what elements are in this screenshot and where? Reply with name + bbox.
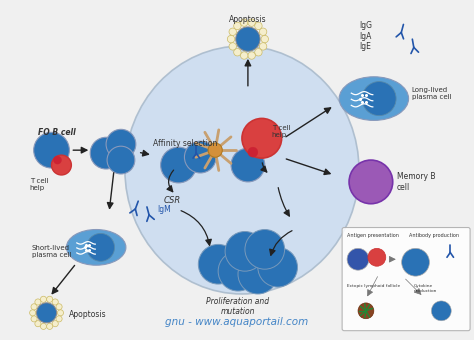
Text: Long-lived
plasma cell: Long-lived plasma cell: [411, 87, 451, 100]
Ellipse shape: [66, 230, 126, 265]
Circle shape: [401, 248, 429, 276]
Text: T cell
help: T cell help: [30, 178, 48, 191]
Circle shape: [184, 141, 216, 173]
Circle shape: [248, 52, 255, 59]
Circle shape: [362, 82, 396, 116]
Text: T cell
help: T cell help: [272, 125, 291, 138]
Circle shape: [240, 52, 248, 59]
Circle shape: [46, 296, 53, 302]
Circle shape: [242, 118, 282, 158]
Circle shape: [347, 248, 369, 270]
Circle shape: [218, 251, 258, 291]
Circle shape: [40, 323, 46, 329]
Circle shape: [248, 19, 255, 26]
Circle shape: [31, 304, 37, 310]
Circle shape: [431, 301, 451, 321]
Circle shape: [90, 137, 122, 169]
Circle shape: [240, 19, 248, 26]
Text: Apoptosis: Apoptosis: [229, 15, 267, 24]
Text: Antibody production: Antibody production: [409, 234, 458, 238]
Text: Apoptosis: Apoptosis: [69, 310, 107, 319]
Circle shape: [46, 323, 53, 329]
Circle shape: [52, 299, 58, 305]
Circle shape: [35, 321, 41, 327]
Circle shape: [261, 35, 268, 43]
Circle shape: [52, 321, 58, 327]
Text: gnu - www.aquaportail.com: gnu - www.aquaportail.com: [165, 317, 309, 327]
Circle shape: [255, 22, 262, 30]
Circle shape: [358, 303, 374, 319]
Circle shape: [106, 129, 136, 159]
Circle shape: [231, 148, 265, 182]
Text: Affinity selection: Affinity selection: [153, 139, 217, 148]
Circle shape: [54, 156, 62, 164]
Circle shape: [31, 316, 37, 322]
Circle shape: [229, 28, 237, 35]
Circle shape: [255, 49, 262, 56]
Circle shape: [258, 248, 298, 287]
Circle shape: [229, 43, 237, 50]
Text: Short-lived
plasma cell: Short-lived plasma cell: [32, 245, 71, 258]
Circle shape: [30, 310, 36, 316]
Circle shape: [107, 146, 135, 174]
Circle shape: [349, 160, 393, 204]
Circle shape: [228, 35, 235, 43]
Circle shape: [35, 299, 41, 305]
Circle shape: [225, 232, 265, 271]
Text: CSR: CSR: [164, 196, 181, 205]
FancyBboxPatch shape: [342, 227, 470, 331]
Circle shape: [56, 304, 62, 310]
Circle shape: [238, 254, 278, 294]
Ellipse shape: [125, 46, 359, 294]
Circle shape: [87, 234, 115, 261]
Text: FO B cell: FO B cell: [37, 128, 75, 137]
Ellipse shape: [339, 77, 409, 120]
Circle shape: [161, 147, 196, 183]
Circle shape: [236, 27, 260, 51]
Circle shape: [40, 296, 46, 302]
Circle shape: [368, 248, 386, 266]
Circle shape: [259, 28, 267, 35]
Circle shape: [198, 244, 238, 284]
Text: IgG
IgA
IgE: IgG IgA IgE: [359, 21, 372, 51]
Circle shape: [234, 22, 241, 30]
Text: Memory B
cell: Memory B cell: [397, 172, 435, 192]
Circle shape: [57, 310, 64, 316]
Text: IgM: IgM: [158, 205, 172, 214]
Circle shape: [259, 43, 267, 50]
Circle shape: [248, 147, 258, 157]
Circle shape: [56, 316, 62, 322]
Text: Proliferation and
mutation: Proliferation and mutation: [207, 297, 270, 316]
Text: Antigen presentation: Antigen presentation: [347, 234, 399, 238]
Circle shape: [234, 49, 241, 56]
Circle shape: [52, 155, 72, 175]
Circle shape: [36, 303, 56, 323]
Circle shape: [245, 230, 284, 269]
Text: Cytokine
production: Cytokine production: [413, 284, 437, 293]
Circle shape: [34, 132, 69, 168]
Circle shape: [208, 143, 222, 157]
Text: Ectopic lymphoid follicle: Ectopic lymphoid follicle: [347, 284, 401, 288]
